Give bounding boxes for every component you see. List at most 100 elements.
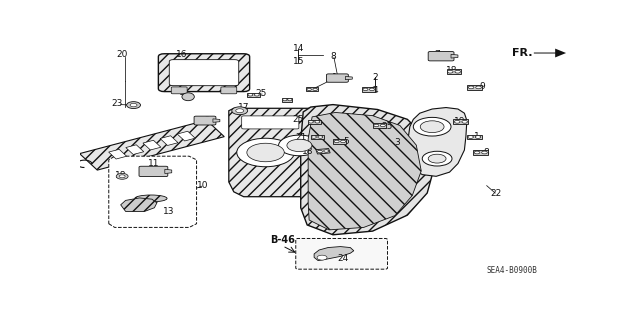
Circle shape <box>127 102 141 108</box>
Circle shape <box>315 121 320 123</box>
Text: SEA4-B0900B: SEA4-B0900B <box>486 266 537 275</box>
FancyBboxPatch shape <box>194 116 216 125</box>
FancyBboxPatch shape <box>242 116 299 129</box>
Text: 4: 4 <box>372 86 378 95</box>
Text: 18: 18 <box>446 66 458 75</box>
Circle shape <box>247 143 284 162</box>
Text: 20: 20 <box>116 50 128 59</box>
FancyBboxPatch shape <box>158 54 250 92</box>
Ellipse shape <box>182 93 195 101</box>
Text: 1: 1 <box>474 132 479 141</box>
Circle shape <box>363 88 368 91</box>
Circle shape <box>232 107 248 115</box>
Text: 8: 8 <box>484 148 490 157</box>
Circle shape <box>454 120 460 123</box>
Circle shape <box>474 151 480 154</box>
Circle shape <box>476 86 481 89</box>
Text: B-46: B-46 <box>270 235 295 245</box>
FancyBboxPatch shape <box>296 239 388 269</box>
Circle shape <box>317 255 327 260</box>
FancyBboxPatch shape <box>221 87 237 94</box>
Circle shape <box>476 136 481 138</box>
Polygon shape <box>447 69 461 74</box>
Polygon shape <box>229 108 326 197</box>
Text: 16: 16 <box>176 50 188 59</box>
Polygon shape <box>301 105 435 235</box>
Text: 24: 24 <box>337 254 349 263</box>
Circle shape <box>340 140 346 143</box>
Polygon shape <box>314 247 354 261</box>
Polygon shape <box>165 169 172 174</box>
Polygon shape <box>474 150 488 155</box>
FancyBboxPatch shape <box>172 87 187 94</box>
Polygon shape <box>373 123 386 128</box>
Text: 17: 17 <box>238 102 250 112</box>
Circle shape <box>237 138 294 167</box>
Text: 25: 25 <box>382 122 393 131</box>
Circle shape <box>447 70 453 73</box>
Polygon shape <box>408 108 467 176</box>
Circle shape <box>248 93 253 96</box>
Circle shape <box>462 120 467 123</box>
Text: 7: 7 <box>435 50 440 59</box>
Circle shape <box>317 150 323 153</box>
Circle shape <box>287 99 292 101</box>
Circle shape <box>468 136 474 138</box>
Polygon shape <box>109 156 196 227</box>
Text: 11: 11 <box>148 159 159 168</box>
Circle shape <box>455 70 461 73</box>
Polygon shape <box>467 135 482 139</box>
Circle shape <box>313 88 317 91</box>
Ellipse shape <box>135 195 167 202</box>
Text: 6: 6 <box>204 116 209 125</box>
Polygon shape <box>534 48 566 57</box>
Polygon shape <box>308 113 421 230</box>
FancyBboxPatch shape <box>428 52 454 61</box>
Polygon shape <box>316 149 330 154</box>
Text: 2: 2 <box>372 73 378 82</box>
Text: 5: 5 <box>343 137 349 146</box>
FancyBboxPatch shape <box>139 166 168 177</box>
Text: 1: 1 <box>332 73 337 82</box>
Circle shape <box>308 121 314 123</box>
Text: FR.: FR. <box>512 48 532 58</box>
Circle shape <box>482 151 487 154</box>
Polygon shape <box>177 131 195 141</box>
Circle shape <box>254 93 259 96</box>
Circle shape <box>413 117 451 136</box>
FancyBboxPatch shape <box>326 74 348 82</box>
Polygon shape <box>160 136 178 145</box>
Text: 25: 25 <box>255 89 267 98</box>
Circle shape <box>334 140 339 143</box>
Circle shape <box>380 124 385 127</box>
Text: 25: 25 <box>292 115 304 124</box>
FancyBboxPatch shape <box>169 60 239 86</box>
Circle shape <box>236 109 244 113</box>
Polygon shape <box>306 87 318 91</box>
Circle shape <box>278 135 320 156</box>
Polygon shape <box>333 139 346 144</box>
Circle shape <box>422 151 452 166</box>
Text: 22: 22 <box>490 189 501 198</box>
Circle shape <box>287 139 312 152</box>
Circle shape <box>420 121 444 133</box>
Polygon shape <box>126 145 144 154</box>
Polygon shape <box>467 85 483 90</box>
Text: 15: 15 <box>292 57 304 66</box>
Polygon shape <box>247 93 260 97</box>
Text: 1: 1 <box>179 88 184 97</box>
Polygon shape <box>310 135 324 139</box>
Polygon shape <box>362 87 375 92</box>
Text: 14: 14 <box>292 44 304 53</box>
Circle shape <box>307 88 312 91</box>
Circle shape <box>374 124 379 127</box>
Circle shape <box>283 99 287 101</box>
Text: 18: 18 <box>115 171 127 180</box>
Polygon shape <box>143 140 161 150</box>
Polygon shape <box>79 120 224 170</box>
Polygon shape <box>282 98 292 102</box>
Circle shape <box>318 136 323 138</box>
Polygon shape <box>346 77 352 80</box>
Text: 19: 19 <box>454 117 465 126</box>
Polygon shape <box>109 149 127 159</box>
